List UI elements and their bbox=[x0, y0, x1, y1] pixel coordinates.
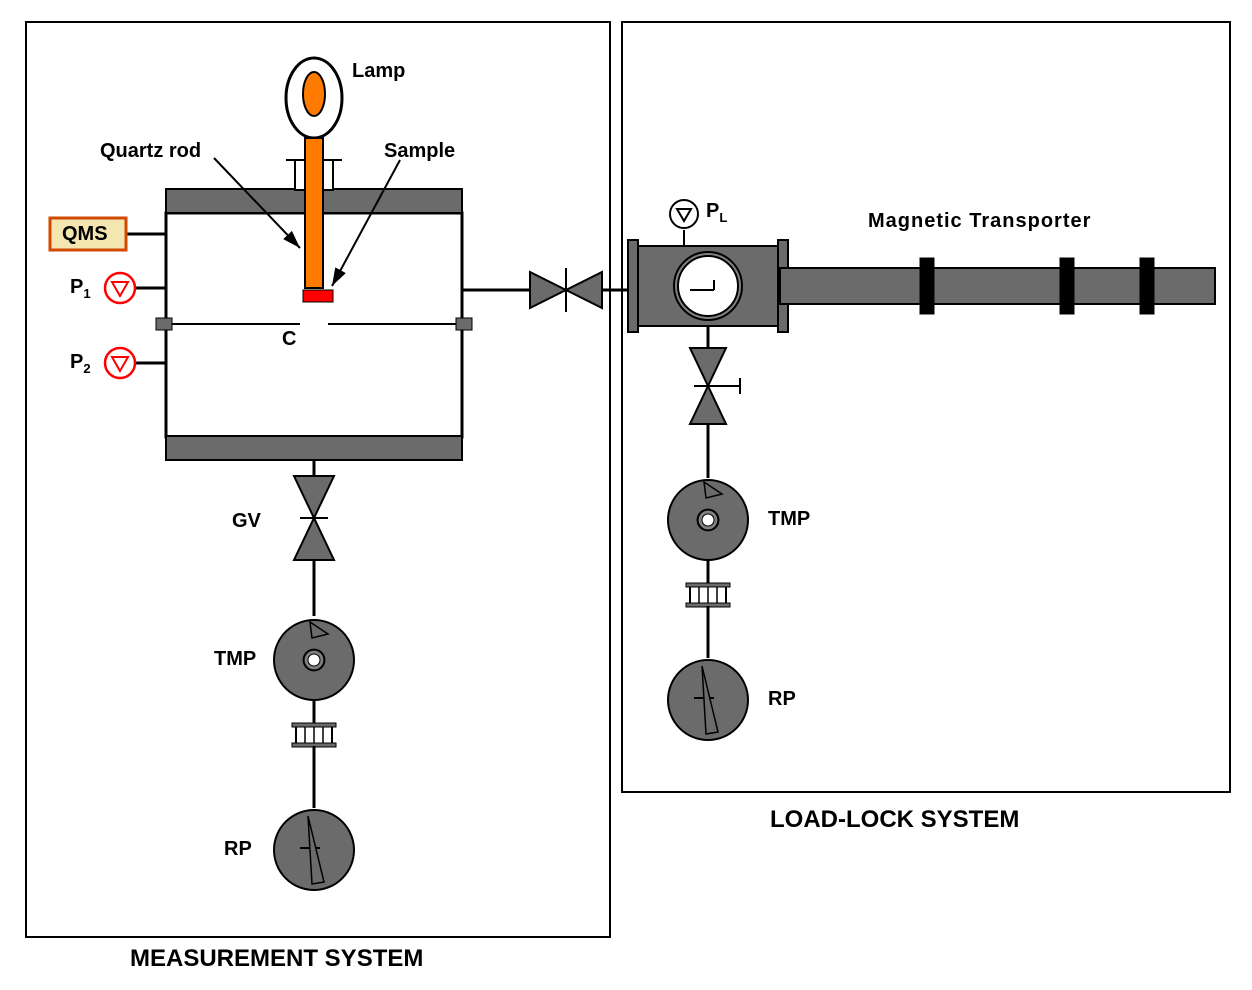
label-lamp: Lamp bbox=[352, 60, 405, 83]
label-tmp1: TMP bbox=[214, 648, 256, 671]
label-pl: PL bbox=[706, 200, 727, 225]
label-p2: P2 bbox=[70, 351, 91, 376]
label-p1: P1 bbox=[70, 276, 91, 301]
label-sample: Sample bbox=[384, 140, 455, 163]
label-tmp2: TMP bbox=[768, 508, 810, 531]
title-measurement: MEASUREMENT SYSTEM bbox=[130, 945, 423, 973]
label-gv: GV bbox=[232, 510, 261, 533]
label-c: C bbox=[282, 328, 296, 351]
label-rp1: RP bbox=[224, 838, 252, 861]
title-loadlock: LOAD-LOCK SYSTEM bbox=[770, 806, 1019, 834]
label-qms: QMS bbox=[62, 223, 108, 246]
label-magnetic-transporter: Magnetic Transporter bbox=[868, 210, 1091, 233]
label-quartz-rod: Quartz rod bbox=[100, 140, 201, 163]
label-rp2: RP bbox=[768, 688, 796, 711]
